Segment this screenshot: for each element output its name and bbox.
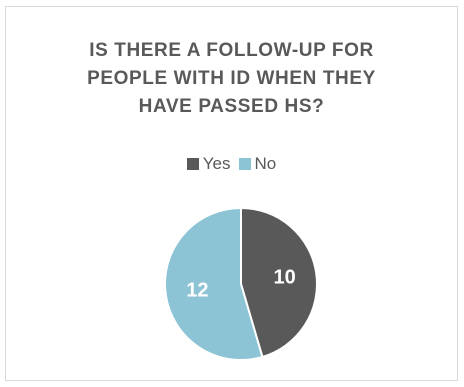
data-label-no: 12 [186,279,208,301]
pie-slice-no [164,206,264,361]
pie-slice-yes [240,206,318,359]
chart-legend: Yes No [6,153,457,175]
legend-item-no: No [238,154,277,174]
chart-title: IS THERE A FOLLOW-UP FOR PEOPLE WITH ID … [6,37,457,121]
legend-item-yes: Yes [186,154,231,174]
legend-swatch-no [238,158,251,170]
pie-chart: 10 12 [164,206,318,361]
data-label-yes: 10 [274,267,296,289]
chart-title-line-1: IS THERE A FOLLOW-UP FOR [89,40,374,61]
chart-frame: IS THERE A FOLLOW-UP FOR PEOPLE WITH ID … [5,6,458,381]
chart-title-line-3: HAVE PASSED HS? [138,96,325,117]
legend-swatch-yes [186,158,199,170]
legend-label-no: No [254,154,277,173]
legend-label-yes: Yes [202,154,231,173]
chart-title-line-2: PEOPLE WITH ID WHEN THEY [87,68,376,89]
